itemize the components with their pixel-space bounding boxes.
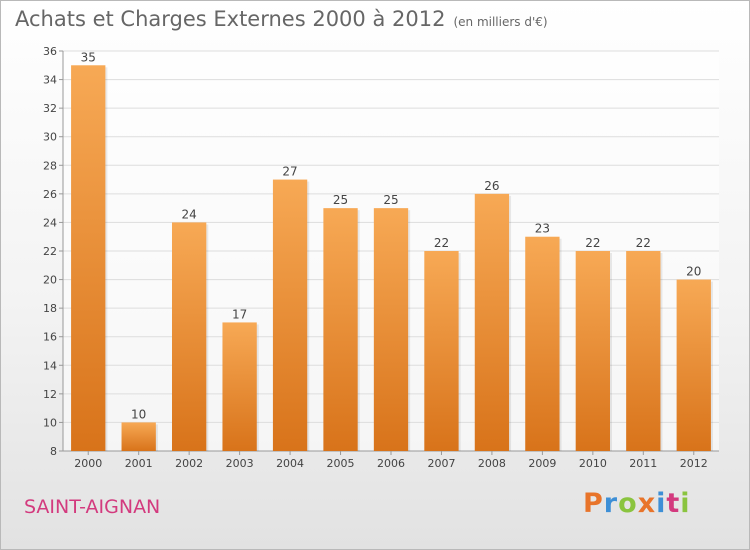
- bar-2001: [121, 422, 156, 451]
- bar-2005: [323, 208, 358, 451]
- y-tick-label: 8: [50, 445, 57, 458]
- y-tick-label: 20: [43, 274, 57, 287]
- logo-letter: i: [680, 488, 691, 519]
- y-tick-label: 22: [43, 245, 57, 258]
- value-label: 23: [535, 222, 550, 236]
- logo-letter: r: [603, 488, 619, 519]
- value-label: 25: [383, 193, 398, 207]
- bar-2000: [71, 65, 106, 452]
- x-tick-label: 2008: [478, 457, 506, 470]
- proxiti-logo: Proxiti: [583, 488, 691, 519]
- value-label: 25: [333, 193, 348, 207]
- y-tick-label: 26: [43, 188, 57, 201]
- y-tick-label: 14: [43, 359, 57, 372]
- y-tick-label: 10: [43, 416, 57, 429]
- logo-letter: o: [618, 488, 638, 519]
- x-tick-label: 2009: [528, 457, 556, 470]
- value-label: 17: [232, 307, 247, 321]
- bar-2011: [626, 251, 661, 451]
- value-label: 26: [484, 179, 499, 193]
- bar-2008: [474, 193, 510, 451]
- chart-title-unit: (en milliers d'€): [453, 15, 548, 29]
- bar-2006: [373, 208, 409, 451]
- x-tick-label: 2000: [74, 457, 102, 470]
- bar-2003: [222, 322, 257, 451]
- bar-2012: [676, 279, 711, 451]
- commune-name: SAINT-AIGNAN: [24, 496, 161, 518]
- x-tick-label: 2011: [629, 457, 657, 470]
- value-label: 22: [585, 236, 600, 250]
- bar-2004: [272, 179, 308, 452]
- value-label: 24: [182, 207, 197, 221]
- y-tick-label: 34: [43, 74, 57, 87]
- y-tick-label: 12: [43, 388, 57, 401]
- y-tick-label: 32: [43, 102, 57, 115]
- y-tick-label: 24: [43, 216, 57, 229]
- x-tick-label: 2002: [175, 457, 203, 470]
- value-label: 22: [636, 236, 651, 250]
- value-label: 22: [434, 236, 449, 250]
- y-tick-label: 18: [43, 302, 57, 315]
- x-tick-label: 2005: [327, 457, 355, 470]
- bar-2002: [171, 222, 207, 451]
- y-tick-label: 36: [43, 45, 57, 58]
- bar-2009: [525, 236, 560, 451]
- x-tick-label: 2003: [226, 457, 254, 470]
- value-label: 20: [686, 265, 701, 279]
- x-tick-label: 2001: [125, 457, 153, 470]
- x-tick-label: 2007: [427, 457, 455, 470]
- logo-letter: i: [656, 488, 667, 519]
- value-label: 35: [81, 50, 96, 64]
- bar-2010: [575, 251, 611, 451]
- x-tick-label: 2012: [680, 457, 708, 470]
- bar-2007: [424, 251, 459, 451]
- value-label: 27: [282, 165, 297, 179]
- x-tick-label: 2006: [377, 457, 405, 470]
- y-tick-label: 28: [43, 159, 57, 172]
- logo-letter: x: [637, 488, 657, 519]
- logo-letter: t: [666, 488, 681, 519]
- chart-title: Achats et Charges Externes 2000 à 2012 (e…: [15, 7, 548, 31]
- y-tick-label: 16: [43, 331, 57, 344]
- y-tick-label: 30: [43, 131, 57, 144]
- logo-letter: P: [583, 488, 604, 519]
- x-tick-label: 2010: [579, 457, 607, 470]
- chart-title-text: Achats et Charges Externes 2000 à 2012: [15, 7, 446, 31]
- x-tick-label: 2004: [276, 457, 304, 470]
- value-label: 10: [131, 407, 146, 421]
